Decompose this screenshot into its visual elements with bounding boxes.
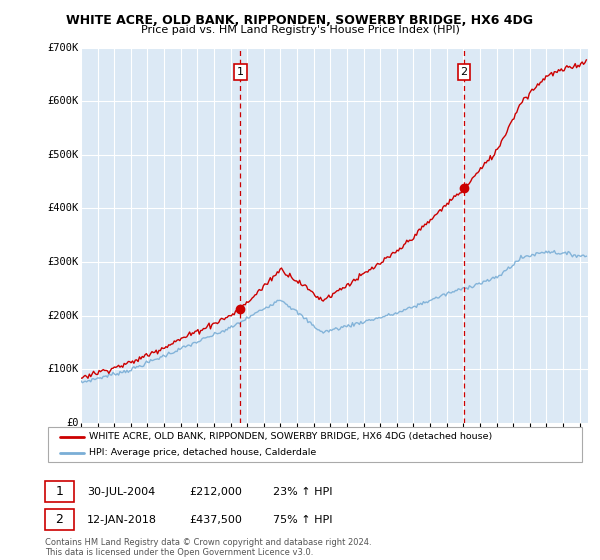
Text: £700K: £700K bbox=[47, 43, 79, 53]
Text: £437,500: £437,500 bbox=[189, 515, 242, 525]
Text: HPI: Average price, detached house, Calderdale: HPI: Average price, detached house, Cald… bbox=[89, 448, 316, 457]
Text: WHITE ACRE, OLD BANK, RIPPONDEN, SOWERBY BRIDGE, HX6 4DG: WHITE ACRE, OLD BANK, RIPPONDEN, SOWERBY… bbox=[67, 14, 533, 27]
Text: WHITE ACRE, OLD BANK, RIPPONDEN, SOWERBY BRIDGE, HX6 4DG (detached house): WHITE ACRE, OLD BANK, RIPPONDEN, SOWERBY… bbox=[89, 432, 492, 441]
Text: 23% ↑ HPI: 23% ↑ HPI bbox=[273, 487, 332, 497]
Text: £600K: £600K bbox=[47, 96, 79, 106]
Text: £200K: £200K bbox=[47, 311, 79, 320]
Text: Contains HM Land Registry data © Crown copyright and database right 2024.
This d: Contains HM Land Registry data © Crown c… bbox=[45, 538, 371, 557]
Text: 75% ↑ HPI: 75% ↑ HPI bbox=[273, 515, 332, 525]
Text: £500K: £500K bbox=[47, 150, 79, 160]
Text: £100K: £100K bbox=[47, 364, 79, 374]
Text: £300K: £300K bbox=[47, 257, 79, 267]
Text: 2: 2 bbox=[460, 67, 467, 77]
Text: £212,000: £212,000 bbox=[189, 487, 242, 497]
Text: 1: 1 bbox=[237, 67, 244, 77]
Text: Price paid vs. HM Land Registry's House Price Index (HPI): Price paid vs. HM Land Registry's House … bbox=[140, 25, 460, 35]
Text: 2: 2 bbox=[55, 513, 64, 526]
Text: 12-JAN-2018: 12-JAN-2018 bbox=[87, 515, 157, 525]
Text: 1: 1 bbox=[55, 485, 64, 498]
Text: £0: £0 bbox=[66, 418, 79, 428]
Text: 30-JUL-2004: 30-JUL-2004 bbox=[87, 487, 155, 497]
Text: £400K: £400K bbox=[47, 203, 79, 213]
